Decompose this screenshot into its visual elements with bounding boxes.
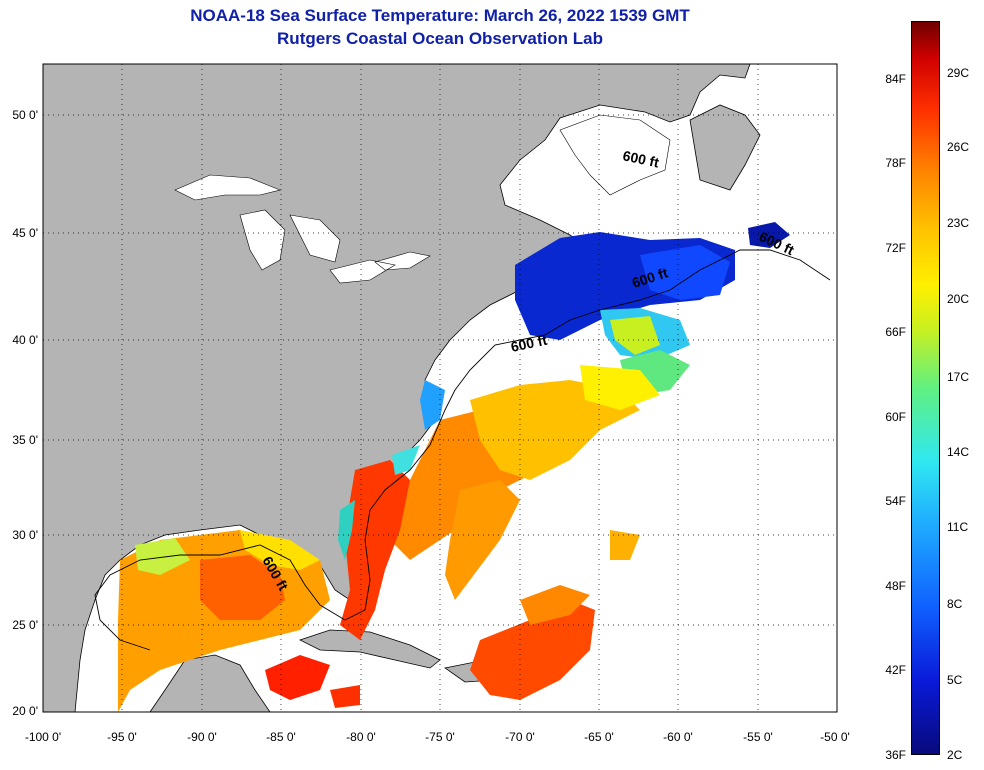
lon-label: -90 0': [187, 730, 217, 744]
lon-label: -85 0': [266, 730, 296, 744]
lon-label: -95 0': [107, 730, 137, 744]
colorbar-c-label: 14C: [947, 445, 970, 459]
lat-label: 40 0': [12, 333, 38, 347]
colorbar-c-label: 17C: [947, 370, 970, 384]
colorbar-c-label: 5C: [947, 673, 963, 687]
colorbar-f-label: 66F: [885, 325, 906, 339]
lon-label: -60 0': [663, 730, 693, 744]
map-frame: [42, 63, 838, 713]
lat-label: 30 0': [12, 528, 38, 542]
land-north-america: [43, 64, 751, 712]
land-newfoundland: [689, 104, 761, 191]
colorbar-f-label: 78F: [885, 156, 906, 170]
colorbar-f-label: 42F: [885, 663, 906, 677]
lon-label: -50 0': [820, 730, 850, 744]
depth-contour-600ft: [94, 249, 831, 651]
colorbar-c-label: 20C: [947, 292, 970, 306]
map-subtitle: Rutgers Coastal Ocean Observation Lab: [277, 29, 603, 48]
lat-label: 20 0': [12, 704, 38, 718]
colorbar-c-label: 26C: [947, 140, 970, 154]
colorbar-f-label: 54F: [885, 494, 906, 508]
lon-label: -65 0': [584, 730, 614, 744]
colorbar-c-label: 8C: [947, 597, 963, 611]
lon-label: -55 0': [743, 730, 773, 744]
map-title: NOAA-18 Sea Surface Temperature: March 2…: [190, 6, 690, 25]
colorbar-c-label: 2C: [947, 748, 963, 762]
colorbar-f-label: 72F: [885, 241, 906, 255]
contour-label-mid-atlantic: 600 ft: [509, 332, 548, 355]
lon-label: -80 0': [346, 730, 376, 744]
temperature-color-bar: [911, 21, 940, 755]
lon-label: -75 0': [425, 730, 455, 744]
colorbar-c-label: 11C: [947, 520, 969, 534]
lat-label: 25 0': [12, 618, 38, 632]
land-yucatan: [149, 654, 271, 712]
colorbar-c-label: 23C: [947, 216, 970, 230]
colorbar-f-label: 48F: [885, 579, 906, 593]
st-lawrence-gulf: [559, 114, 671, 196]
sst-data: [118, 222, 790, 712]
contour-label-gulf-stlawrence: 600 ft: [621, 147, 660, 170]
lat-label: 35 0': [12, 433, 38, 447]
lon-label: -100 0': [24, 730, 62, 744]
lat-label: 45 0': [12, 226, 38, 240]
great-lakes: [174, 174, 431, 284]
lat-label: 50 0': [12, 108, 38, 122]
colorbar-f-label: 36F: [885, 748, 906, 762]
graticule: [43, 64, 837, 712]
colorbar-f-label: 84F: [885, 72, 906, 86]
colorbar-f-label: 60F: [885, 410, 906, 424]
lon-label: -70 0': [505, 730, 535, 744]
colorbar-c-label: 29C: [947, 66, 970, 80]
